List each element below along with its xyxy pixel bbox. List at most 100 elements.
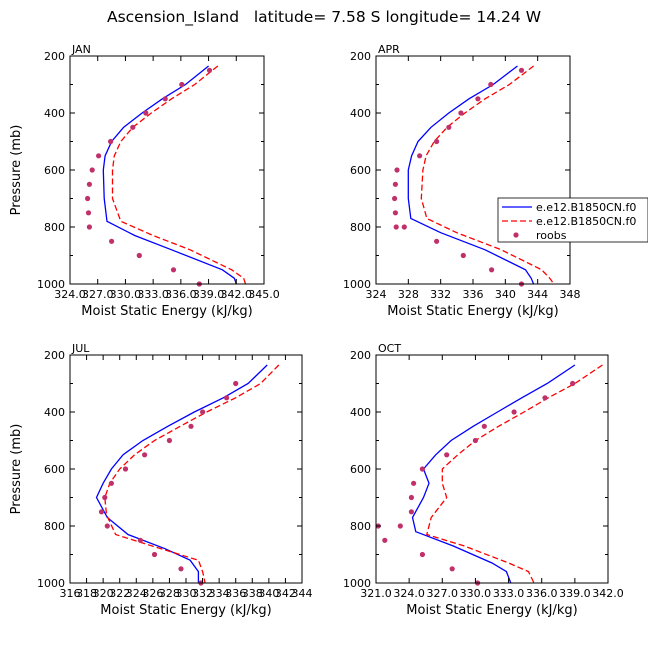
y-axis-label: Pressure (mb) (9, 424, 24, 515)
obs-point (122, 466, 129, 472)
y-tick-label: 400 (350, 107, 371, 120)
panels: 324.0327.0330.0333.0336.0339.0342.0345.0… (9, 43, 624, 618)
obs-point (85, 210, 92, 216)
x-tick-label: 330 (176, 587, 197, 600)
x-tick-label: 324.0 (393, 587, 425, 600)
y-tick-label: 200 (44, 349, 65, 362)
obs-point (511, 409, 517, 415)
x-tick-label: 336.0 (165, 288, 197, 301)
x-tick-label: 336.0 (526, 587, 558, 600)
panel-title: APR (378, 43, 400, 56)
panel-title: JUL (71, 342, 90, 355)
obs-point (408, 494, 414, 501)
obs-point (488, 81, 494, 88)
obs-point (392, 195, 398, 202)
panel-title: JAN (71, 43, 91, 56)
obs-point (108, 480, 114, 486)
y-tick-label: 1000 (37, 278, 65, 291)
obs-point (401, 224, 407, 230)
x-tick-label: 338 (242, 587, 263, 600)
x-tick-label: 342.0 (592, 587, 624, 600)
obs-point (434, 238, 440, 244)
y-tick-label: 1000 (37, 577, 65, 590)
x-tick-label: 326 (142, 587, 163, 600)
obs-point (104, 523, 110, 529)
series-line (95, 364, 268, 583)
series-line (407, 65, 535, 285)
obs-point (136, 252, 142, 259)
series-line (104, 364, 280, 584)
obs-point (393, 224, 399, 230)
figure-title: Ascension_Island latitude= 7.58 S longit… (107, 8, 541, 27)
obs-point (460, 252, 466, 259)
plot-frame (375, 55, 571, 285)
obs-point (408, 509, 414, 515)
obs-point (178, 566, 184, 572)
obs-point (570, 380, 576, 387)
series-line (411, 364, 576, 584)
x-tick-label: 324 (126, 587, 147, 600)
x-tick-label: 345.0 (248, 288, 280, 301)
obs-point (444, 452, 450, 458)
x-tick-label: 324 (366, 288, 387, 301)
panel-jul: 3163183203223243263283303323343363383403… (9, 342, 313, 618)
obs-point (449, 566, 455, 572)
y-tick-label: 600 (350, 463, 371, 476)
x-tick-label: 342 (275, 587, 296, 600)
x-tick-label: 342.0 (221, 288, 253, 301)
x-axis-label: Moist Static Energy (kJ/kg) (406, 603, 577, 618)
x-tick-label: 333.0 (137, 288, 169, 301)
x-axis-label: Moist Static Energy (kJ/kg) (81, 304, 252, 319)
y-tick-label: 600 (44, 463, 65, 476)
plot-frame (69, 354, 303, 584)
x-axis-label: Moist Static Energy (kJ/kg) (100, 603, 271, 618)
series-line (111, 65, 247, 285)
y-tick-label: 1000 (343, 577, 371, 590)
y-tick-label: 200 (44, 50, 65, 63)
y-tick-label: 600 (44, 164, 65, 177)
y-tick-label: 200 (350, 50, 371, 63)
obs-point (542, 395, 548, 401)
x-tick-label: 334 (209, 587, 230, 600)
y-tick-label: 800 (44, 221, 65, 234)
y-tick-label: 800 (350, 520, 371, 533)
obs-point (518, 67, 525, 73)
series-line (102, 65, 237, 285)
series-line (426, 364, 603, 584)
obs-point (98, 509, 105, 515)
obs-point (108, 138, 114, 145)
obs-point (85, 195, 91, 202)
legend-marker (513, 232, 519, 238)
obs-point (142, 452, 148, 458)
x-tick-label: 340 (495, 288, 516, 301)
y-tick-label: 1000 (343, 278, 371, 291)
obs-point (392, 210, 398, 216)
x-tick-label: 344 (527, 288, 548, 301)
obs-point (162, 96, 168, 102)
obs-point (481, 423, 487, 429)
y-tick-label: 400 (44, 406, 65, 419)
obs-point (411, 480, 417, 486)
x-tick-label: 336 (463, 288, 484, 301)
x-tick-label: 344 (292, 587, 313, 600)
x-tick-label: 328 (398, 288, 419, 301)
obs-point (200, 409, 206, 415)
x-tick-label: 330.0 (110, 288, 142, 301)
obs-point (392, 181, 398, 187)
obs-point (86, 224, 92, 230)
obs-point (489, 267, 495, 273)
obs-point (109, 238, 115, 244)
obs-point (419, 551, 425, 558)
panel-oct: 321.0 324.0 327.0 330.0 333.0 336.0 339.0 342.0… (343, 342, 624, 618)
x-tick-label: 320 (93, 587, 114, 600)
obs-point (382, 537, 388, 543)
obs-point (143, 110, 149, 116)
obs-point (472, 437, 478, 444)
obs-point (89, 167, 95, 173)
y-tick-label: 400 (44, 107, 65, 120)
x-tick-label: 328 (159, 587, 180, 600)
x-tick-label: 327.0 (427, 587, 459, 600)
obs-point (166, 437, 172, 444)
obs-point (179, 81, 185, 88)
x-tick-label: 336 (225, 587, 246, 600)
